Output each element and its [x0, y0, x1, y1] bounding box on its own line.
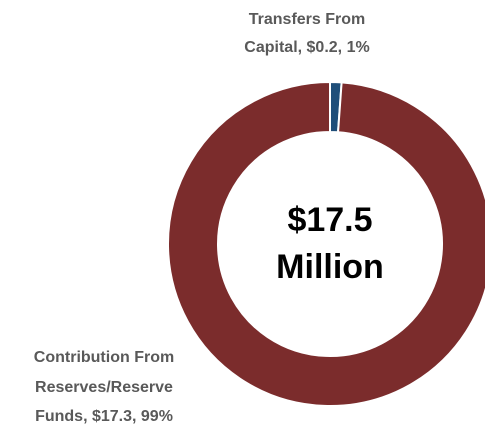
slice-label-reserves-line-3: Funds, $17.3, 99% — [35, 408, 173, 425]
center-total-unit: Million — [276, 248, 384, 286]
center-total-amount: $17.5 — [287, 201, 372, 239]
donut-slice-reserves — [167, 80, 485, 407]
center-total: $17.5 Million — [276, 201, 384, 286]
donut-slices — [167, 80, 485, 407]
slice-label-reserves: Contribution From Reserves/Reserve Funds… — [34, 349, 174, 425]
slice-label-reserves-line-1: Contribution From — [34, 349, 174, 366]
slice-label-transfers: Transfers From Capital, $0.2, 1% — [244, 11, 369, 56]
slice-label-transfers-line-1: Transfers From — [249, 11, 365, 28]
slice-label-reserves-line-2: Reserves/Reserve — [35, 379, 173, 396]
slice-label-transfers-line-2: Capital, $0.2, 1% — [244, 39, 369, 56]
